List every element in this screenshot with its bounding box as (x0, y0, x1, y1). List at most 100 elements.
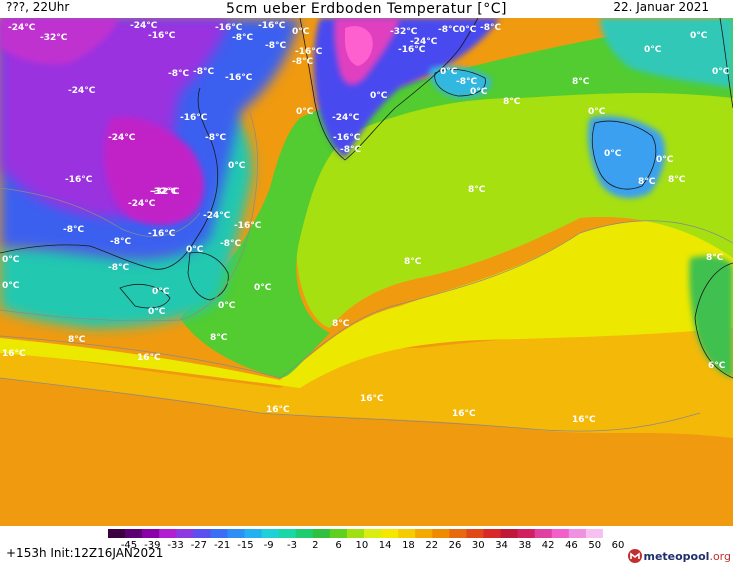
colorbar-tick-label: -39 (144, 540, 160, 551)
colorbar-tick-label: -3 (287, 540, 297, 551)
colorbar-swatch (261, 529, 280, 538)
temp-label: -8°C (340, 145, 361, 155)
temperature-map: -24°C -32°C -24°C -16°C -16°C -16°C -8°C… (0, 18, 733, 526)
colorbar-swatch (602, 529, 621, 538)
coastline-labrador (0, 87, 219, 270)
temp-label: 16°C (452, 409, 476, 419)
temp-label: 0°C (296, 107, 314, 117)
temp-label: 0°C (440, 67, 458, 77)
colorbar-tick-label: -27 (191, 540, 207, 551)
temp-label: 8°C (503, 97, 521, 107)
temp-label: -8°C (265, 41, 286, 51)
temp-label: -16°C (295, 47, 323, 57)
temp-label: -24°C (410, 37, 438, 47)
meteopool-logo-icon (628, 549, 643, 563)
colorbar-swatch (244, 529, 263, 538)
colorbar-tick-label: -33 (167, 540, 183, 551)
temp-label: -8°C (438, 25, 459, 35)
temp-label: -8°C (193, 67, 214, 77)
temp-label: 0°C (712, 67, 730, 77)
colorbar-tick-label: -45 (121, 540, 137, 551)
field-magenta-labrador (103, 117, 205, 225)
temp-label: -24°C (130, 21, 158, 31)
colorbar-swatch (295, 529, 314, 538)
model-run-label: +153h Init:12Z16JAN2021 (6, 546, 164, 560)
colorbar-swatch (329, 529, 348, 538)
temp-label: 0°C (656, 155, 674, 165)
temp-label: 0°C (254, 283, 272, 293)
valid-date-label: 22. Januar 2021 (613, 0, 709, 14)
colorbar-tick-label: 50 (588, 540, 601, 551)
temp-label: 8°C (468, 185, 486, 195)
temp-label: 8°C (332, 319, 350, 329)
colorbar-swatch (466, 529, 484, 538)
meteopool-logo-text: meteopool.org (643, 549, 731, 563)
temp-label: 16°C (360, 394, 384, 404)
temp-label: -24°C (128, 199, 156, 209)
field-magenta-north (0, 18, 120, 65)
temp-label: 0°C (370, 91, 388, 101)
colorbar-swatch (312, 529, 331, 538)
temp-label: 0°C (152, 287, 170, 297)
colorbar: -45 -39 -33 -27 -21 -15 -9 -3 2 6 10 14 18 22 26 30 34 38… (108, 529, 625, 551)
temp-label: -16°C (333, 133, 361, 143)
temp-label: 16°C (572, 415, 596, 425)
colorbar-swatch (534, 529, 553, 538)
temp-label: -16°C (180, 113, 208, 123)
temp-label: 8°C (68, 335, 86, 345)
colorbar-swatch (193, 529, 211, 538)
colorbar-tick-label: 34 (495, 540, 508, 551)
temp-label: 8°C (572, 77, 590, 87)
colorbar-swatch (551, 529, 570, 538)
temp-label: 0°C (2, 255, 20, 265)
field-teal (0, 88, 253, 328)
colorbar-swatch (108, 529, 126, 538)
colorbar-swatch (346, 529, 365, 538)
temp-label: -32°C (390, 27, 418, 37)
colorbar-swatches (108, 529, 621, 538)
temp-label: 8°C (668, 175, 686, 185)
temp-label: 0°C (588, 107, 606, 117)
colorbar-ticks: -45 -39 -33 -27 -21 -15 -9 -3 2 6 10 14 18 22 26 30 34 38… (121, 540, 625, 551)
colorbar-tick-label: 46 (565, 540, 578, 551)
temp-label: 0°C (2, 281, 20, 291)
temp-label: -16°C (148, 31, 176, 41)
temp-label: 16°C (137, 353, 161, 363)
temp-label: -8°C (292, 57, 313, 67)
coastline-greenland (299, 18, 479, 161)
temp-label: 6°C (708, 361, 726, 371)
field-east-green (689, 256, 733, 378)
colorbar-tick-label: 42 (542, 540, 555, 551)
colorbar-tick-label: 14 (379, 540, 392, 551)
temp-label: -8°C (168, 69, 189, 79)
colorbar-swatch (142, 529, 160, 538)
temp-label: 16°C (266, 405, 290, 415)
colorbar-swatch (500, 529, 519, 538)
temp-label: 0°C (228, 161, 246, 171)
colorbar-swatch (278, 529, 297, 538)
coastline-europe (694, 262, 733, 379)
temp-label: 0°C (218, 301, 236, 311)
colorbar-tick-label: 6 (335, 540, 341, 551)
temp-label: -24°C (108, 133, 136, 143)
temperature-field (0, 18, 733, 526)
temp-label: -16°C (65, 175, 93, 185)
colorbar-swatch (483, 529, 502, 538)
colorbar-tick-label: 60 (612, 540, 625, 551)
coastline-scandinavia (719, 18, 733, 109)
temp-label: -32°C (150, 187, 178, 197)
colorbar-swatch (449, 529, 467, 538)
colorbar-tick-label: 18 (402, 540, 415, 551)
colorbar-tick-label: 38 (518, 540, 531, 551)
temp-label: -8°C (220, 239, 241, 249)
colorbar-swatch (432, 529, 450, 538)
temp-label: -16°C (398, 45, 426, 55)
temp-label: -24°C (68, 86, 96, 96)
colorbar-tick-label: 22 (425, 540, 438, 551)
colorbar-swatch (364, 529, 382, 538)
temp-label: 0°C (148, 307, 166, 317)
colorbar-swatch (381, 529, 399, 538)
temp-label: 8°C (210, 333, 228, 343)
coastline-nova-scotia (119, 284, 171, 309)
